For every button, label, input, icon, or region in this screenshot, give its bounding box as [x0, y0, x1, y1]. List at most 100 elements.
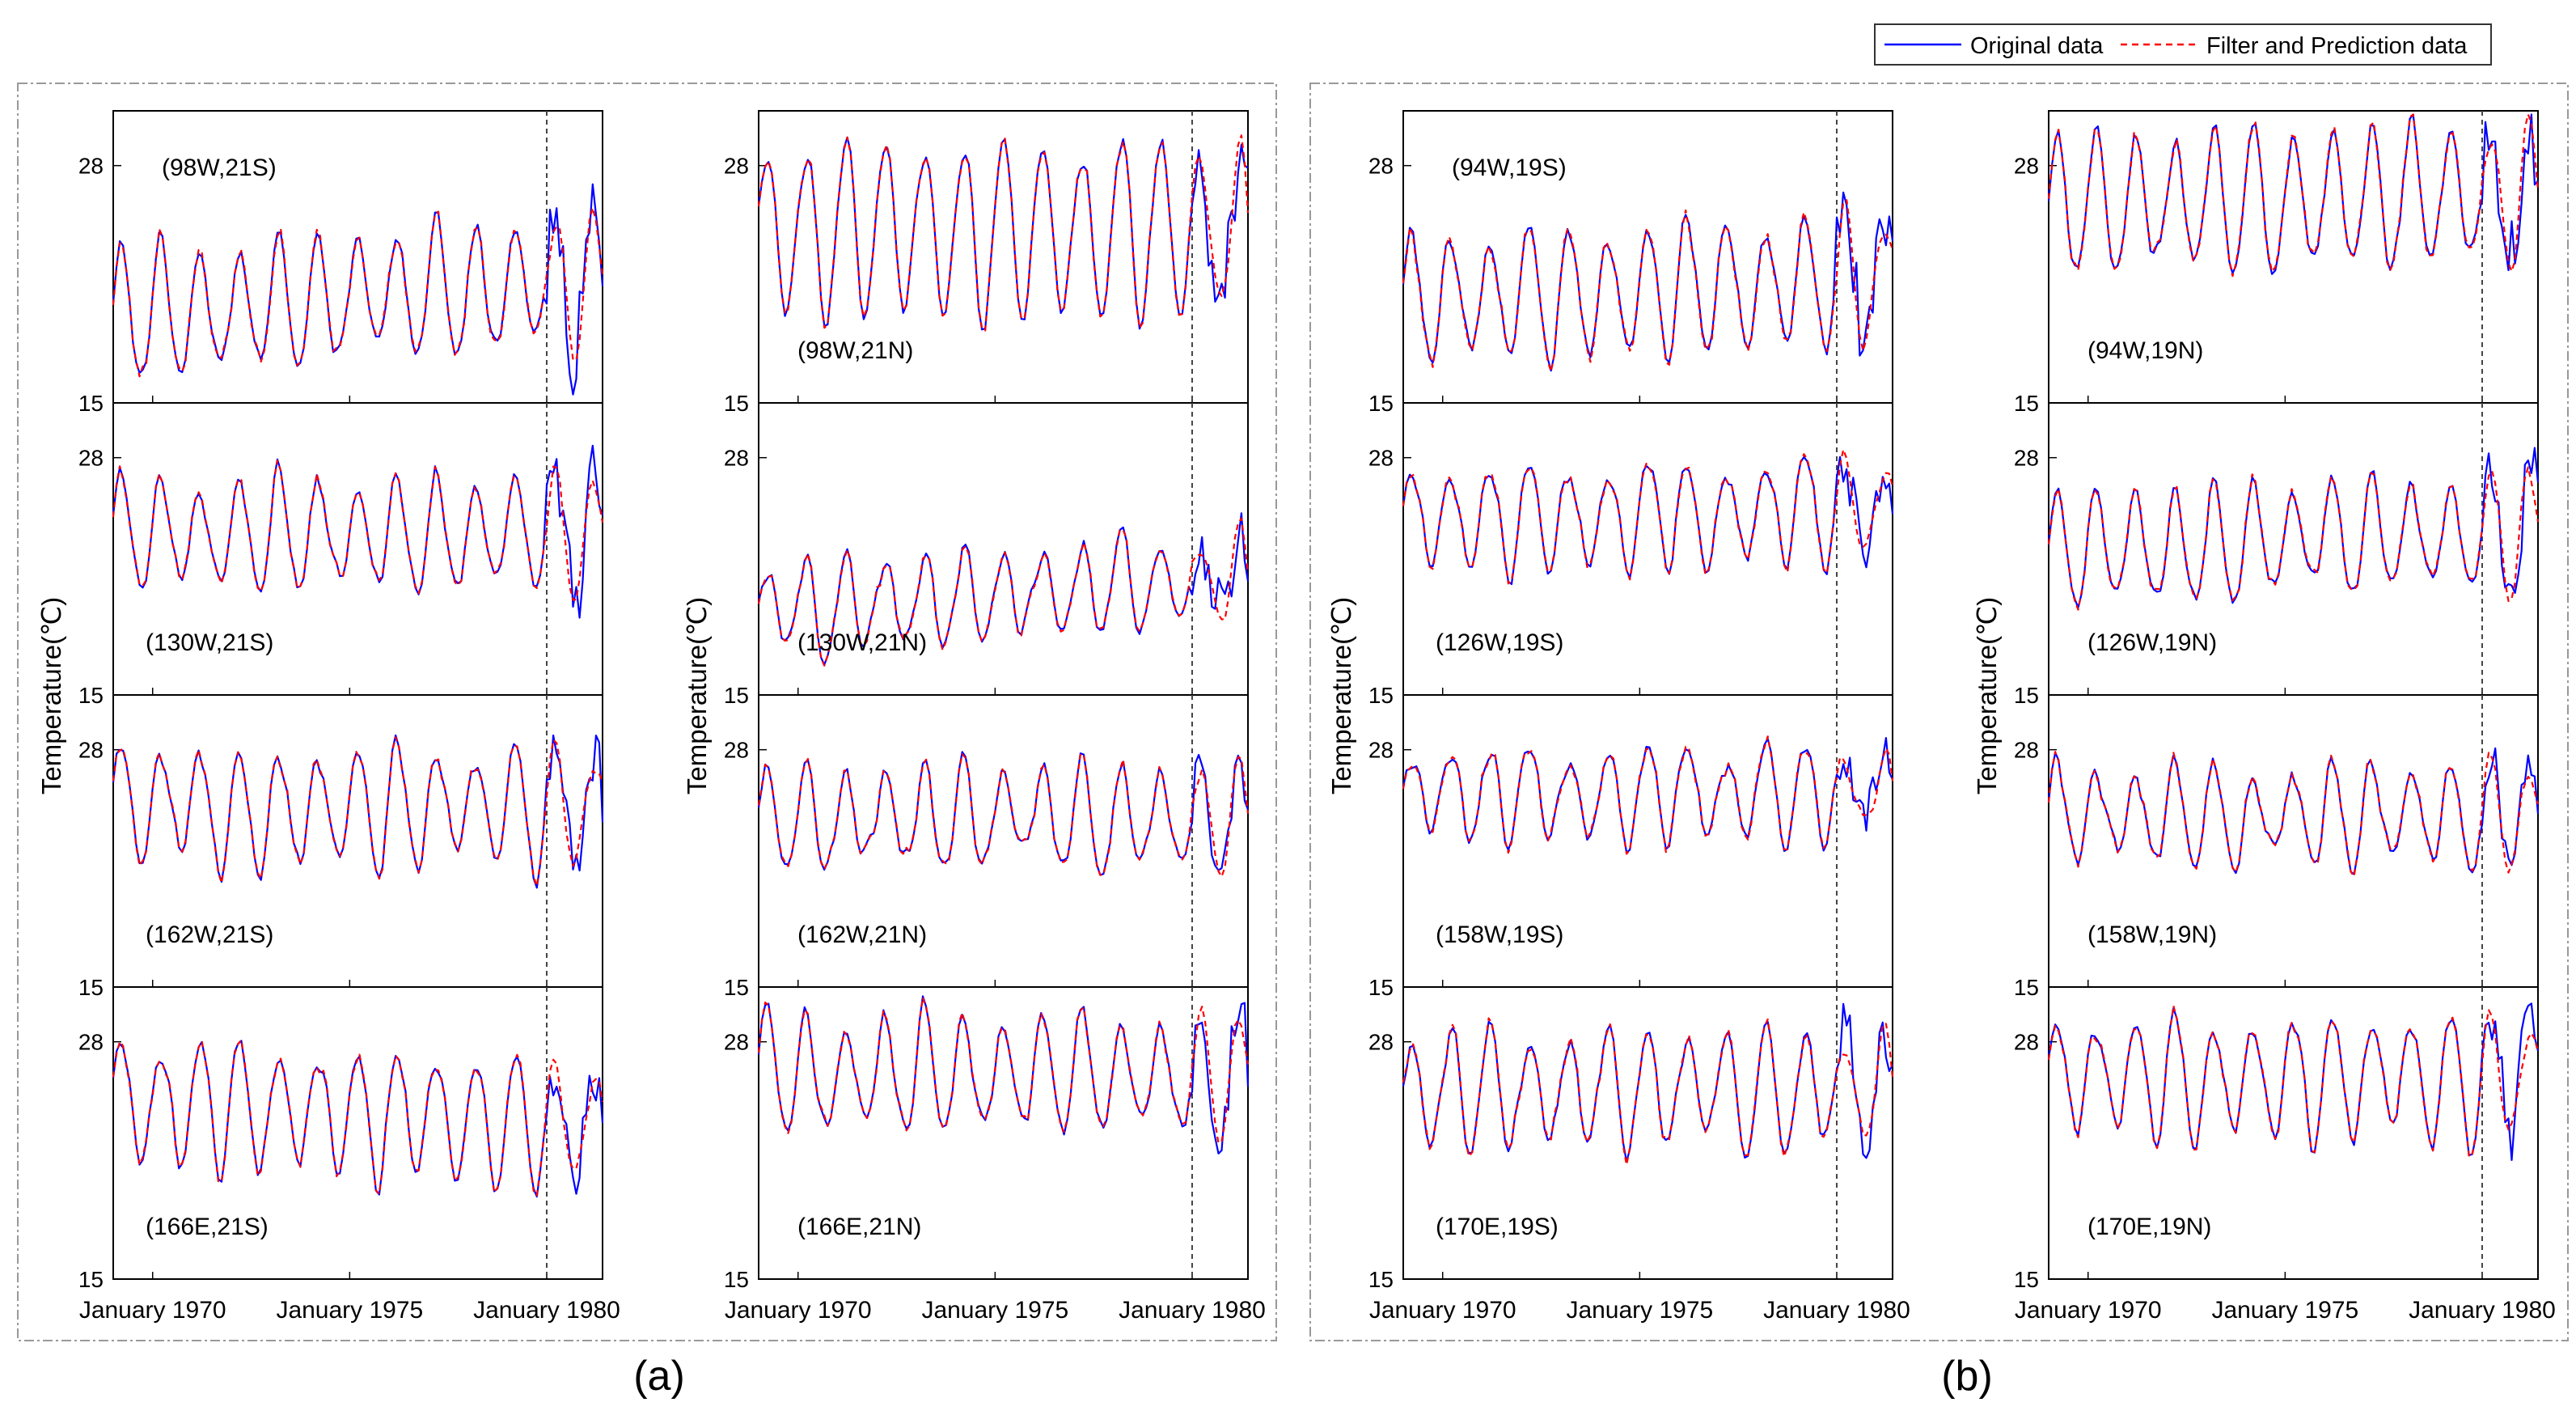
legend-filter-label: Filter and Prediction data — [2206, 33, 2468, 59]
panel-a1-3: 15 28 (166E,21N) — [724, 986, 1250, 1292]
location-label: (126W,19N) — [2087, 629, 2217, 656]
location-label: (162W,21S) — [146, 921, 273, 948]
series-original-line — [1402, 191, 1894, 372]
location-label: (94W,19S) — [1452, 155, 1567, 181]
location-label: (98W,21N) — [797, 337, 913, 364]
panel-a1-2: 15 28 (162W,21N) — [724, 694, 1250, 1000]
y-tick-label: 28 — [724, 1030, 749, 1055]
y-tick-label: 28 — [724, 446, 749, 471]
y-tick-label: 28 — [78, 1030, 104, 1055]
y-tick-label: 28 — [1368, 1030, 1394, 1055]
x-tick-label: January 1970 — [2015, 1297, 2162, 1324]
panel-b1-2: 15 28 (158W,19N) — [2014, 694, 2540, 1000]
series-filter-line — [2047, 1005, 2540, 1159]
legend-original-label: Original data — [1970, 33, 2104, 59]
series-filter-line — [1402, 199, 1894, 373]
location-label: (126W,19S) — [1436, 629, 1563, 656]
series-original-line — [1402, 736, 1893, 854]
y-axis-title-b0: Temperature(℃) — [1326, 597, 1356, 794]
series-filter-line — [1402, 735, 1894, 855]
series-original-line — [112, 444, 604, 619]
series-filter-line — [112, 460, 604, 601]
location-label: (170E,19S) — [1436, 1214, 1559, 1240]
location-label: (166E,21S) — [146, 1214, 269, 1240]
group-a-frame — [17, 83, 1277, 1341]
panels: 15 28 (98W,21S) 15 28 (130W,21S) 15 28 (162W,21S… — [78, 110, 2556, 1324]
location-label: (130W,21N) — [797, 629, 927, 656]
group-b-label: (b) — [1941, 1353, 1993, 1400]
series-filter-line — [2047, 751, 2540, 878]
panel-a1-0: 15 28 (98W,21N) — [724, 110, 1250, 416]
y-tick-label: 15 — [724, 391, 749, 416]
x-tick-label: January 1980 — [1763, 1297, 1910, 1324]
panel-a0-0: 15 28 (98W,21S) — [78, 110, 604, 416]
y-tick-label: 15 — [1368, 975, 1394, 1000]
y-tick-label: 15 — [2014, 391, 2039, 416]
x-tick-label: January 1975 — [1566, 1297, 1713, 1324]
y-tick-label: 28 — [1368, 154, 1394, 179]
y-tick-label: 28 — [2014, 154, 2039, 179]
group-a-label: (a) — [633, 1353, 685, 1400]
group-b-frame — [1309, 83, 2569, 1341]
location-label: (162W,21N) — [797, 921, 927, 948]
panel-frame — [2048, 986, 2539, 1280]
y-tick-label: 15 — [1368, 1267, 1394, 1292]
panel-b0-1: 15 28 (126W,19S) — [1368, 402, 1894, 708]
series-filter-line — [112, 206, 604, 378]
panel-b0-2: 15 28 (158W,19S) — [1368, 694, 1894, 1000]
panel-a0-3: 15 28 (166E,21S) — [78, 986, 604, 1292]
y-tick-label: 15 — [2014, 975, 2039, 1000]
y-tick-label: 28 — [724, 738, 749, 763]
series-original-line — [112, 183, 604, 396]
location-label: (130W,21S) — [146, 629, 273, 656]
series-original-line — [757, 995, 1250, 1154]
y-tick-label: 28 — [1368, 446, 1394, 471]
y-tick-label: 28 — [78, 446, 104, 471]
panel-frame — [1402, 986, 1893, 1280]
y-axis-title-b1: Temperature(℃) — [1972, 597, 2002, 794]
series-original-line — [2047, 1002, 2540, 1162]
x-tick-label: January 1970 — [725, 1297, 872, 1324]
series-filter-line — [2047, 113, 2540, 277]
series-filter-line — [757, 996, 1250, 1144]
series-filter-line — [757, 752, 1250, 878]
panel-b0-0: 15 28 (94W,19S) — [1368, 110, 1894, 416]
panel-frame — [112, 986, 603, 1280]
y-tick-label: 15 — [2014, 683, 2039, 708]
x-tick-label: January 1975 — [276, 1297, 423, 1324]
panel-a0-1: 15 28 (130W,21S) — [78, 402, 604, 708]
panel-b0-3: 15 28 (170E,19S) — [1368, 986, 1894, 1292]
x-tick-label: January 1970 — [1369, 1297, 1516, 1324]
panel-a0-2: 15 28 (162W,21S) — [78, 694, 604, 1000]
series-original-line — [2047, 747, 2540, 875]
location-label: (94W,19N) — [2087, 337, 2203, 364]
series-filter-line — [112, 736, 604, 888]
y-tick-label: 28 — [78, 154, 104, 179]
y-tick-label: 15 — [1368, 391, 1394, 416]
y-tick-label: 28 — [2014, 446, 2039, 471]
series-original-line — [112, 734, 604, 889]
series-original-line — [1402, 455, 1894, 586]
panel-b1-1: 15 28 (126W,19N) — [2014, 402, 2540, 708]
y-tick-label: 28 — [2014, 1030, 2039, 1055]
series-filter-line — [112, 1039, 604, 1197]
y-tick-label: 28 — [724, 154, 749, 179]
legend: Original data Filter and Prediction data — [1874, 23, 2492, 66]
y-tick-label: 15 — [1368, 683, 1394, 708]
panel-frame — [758, 986, 1249, 1280]
y-axis-title-a1: Temperature(℃) — [682, 597, 712, 794]
panel-a1-1: 15 28 (130W,21N) — [724, 402, 1250, 708]
series-original-line — [757, 136, 1249, 331]
x-tick-label: January 1970 — [79, 1297, 226, 1324]
series-original-line — [2047, 447, 2540, 609]
x-tick-label: January 1975 — [2211, 1297, 2358, 1324]
y-tick-label: 15 — [724, 683, 749, 708]
y-tick-label: 15 — [724, 975, 749, 1000]
series-filter-line — [1402, 448, 1894, 585]
y-tick-label: 15 — [78, 1267, 104, 1292]
x-tick-label: January 1975 — [921, 1297, 1068, 1324]
y-tick-label: 15 — [724, 1267, 749, 1292]
y-tick-label: 28 — [2014, 738, 2039, 763]
x-tick-label: January 1980 — [1119, 1297, 1266, 1324]
